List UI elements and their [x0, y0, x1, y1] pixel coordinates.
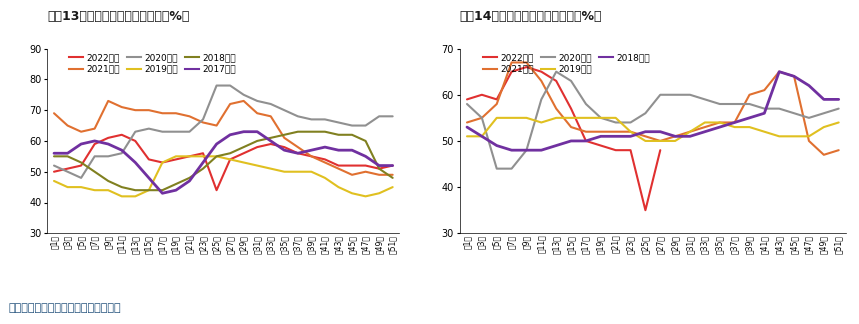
- Text: 图表14：磷酸二铵开工率（单位：%）: 图表14：磷酸二铵开工率（单位：%）: [460, 10, 602, 23]
- Legend: 2022年度, 2021年度, 2020年度, 2019年度, 2018年度: 2022年度, 2021年度, 2020年度, 2019年度, 2018年度: [484, 53, 650, 74]
- Text: 数据来源：隆众资讯、光大期货研究所: 数据来源：隆众资讯、光大期货研究所: [9, 303, 121, 313]
- Text: 图表13：磷酸一铵开工率（单位：%）: 图表13：磷酸一铵开工率（单位：%）: [47, 10, 190, 23]
- Legend: 2022年度, 2021年度, 2020年度, 2019年度, 2018年度, 2017年度: 2022年度, 2021年度, 2020年度, 2019年度, 2018年度, …: [70, 53, 236, 74]
